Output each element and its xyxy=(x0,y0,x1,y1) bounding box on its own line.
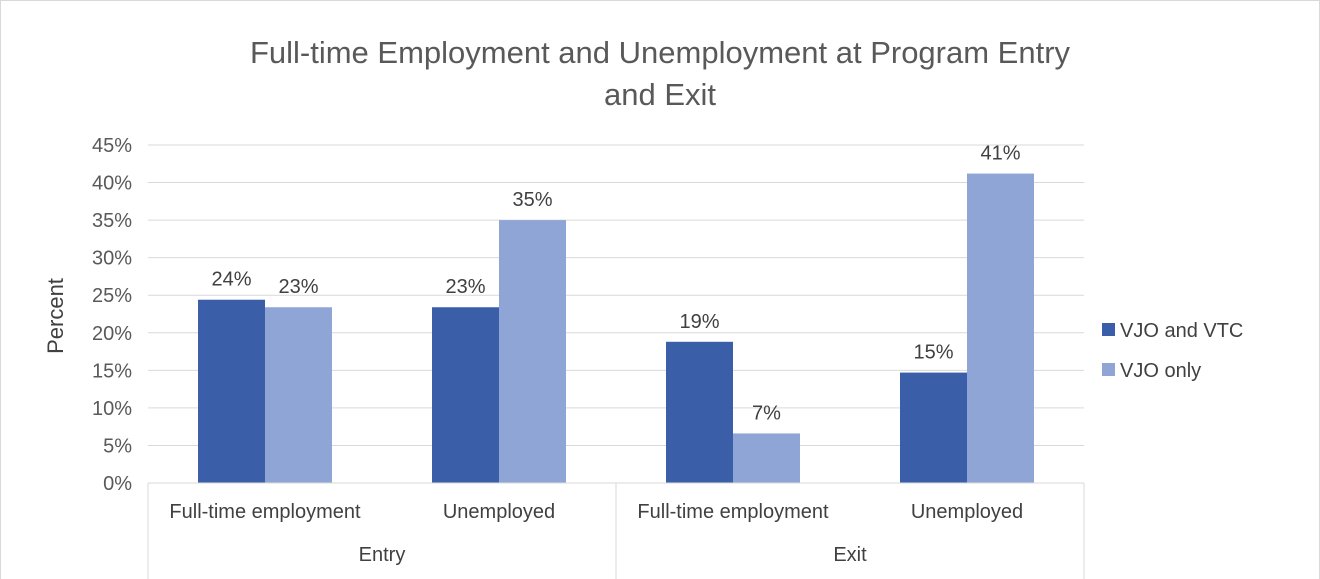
data-label: 41% xyxy=(980,143,1020,165)
chart-title-line-2: and Exit xyxy=(604,77,716,112)
y-tick-label: 30% xyxy=(92,248,132,270)
bar xyxy=(432,307,499,483)
y-tick-label: 45% xyxy=(92,135,132,157)
bar xyxy=(733,433,800,483)
legend-swatch xyxy=(1102,323,1115,336)
y-tick-label: 35% xyxy=(92,210,132,232)
y-tick-label: 5% xyxy=(103,435,132,457)
x-category-label: Unemployed xyxy=(911,501,1023,523)
bar xyxy=(265,307,332,483)
x-category-label: Full-time employment xyxy=(637,501,829,523)
data-label: 7% xyxy=(752,402,781,424)
legend-label: VJO only xyxy=(1120,360,1201,382)
x-group-label: Exit xyxy=(833,544,867,566)
data-label: 24% xyxy=(211,269,251,291)
y-tick-label: 0% xyxy=(103,473,132,495)
bar xyxy=(967,173,1034,483)
legend: VJO and VTC VJO only xyxy=(1102,320,1243,382)
bar xyxy=(499,220,566,483)
y-tick-labels: 0% 5% 10% 15% 20% 25% 30% 35% 40% 45% xyxy=(92,135,132,495)
data-label: 23% xyxy=(445,276,485,298)
data-label: 23% xyxy=(278,276,318,298)
data-label: 19% xyxy=(679,311,719,333)
bar xyxy=(198,299,265,483)
x-group-label: Entry xyxy=(359,544,406,566)
y-tick-label: 10% xyxy=(92,398,132,420)
legend-label: VJO and VTC xyxy=(1120,320,1243,342)
data-label: 35% xyxy=(512,189,552,211)
bars xyxy=(198,173,1034,483)
y-tick-label: 40% xyxy=(92,173,132,195)
bar xyxy=(666,341,733,483)
x-category-label: Full-time employment xyxy=(169,501,361,523)
x-axis: Full-time employment Unemployed Full-time … xyxy=(147,482,1085,579)
y-tick-label: 20% xyxy=(92,323,132,345)
y-tick-label: 25% xyxy=(92,285,132,307)
y-tick-label: 15% xyxy=(92,360,132,382)
bar xyxy=(900,372,967,483)
legend-swatch xyxy=(1102,363,1115,376)
data-label: 15% xyxy=(913,342,953,364)
chart-title-line-1: Full-time Employment and Unemployment at… xyxy=(250,35,1071,70)
data-labels: 24% 23% 23% 35% 19% 7% 15% 41% xyxy=(211,143,1020,425)
x-category-label: Unemployed xyxy=(443,501,555,523)
y-axis-title: Percent xyxy=(43,278,68,354)
